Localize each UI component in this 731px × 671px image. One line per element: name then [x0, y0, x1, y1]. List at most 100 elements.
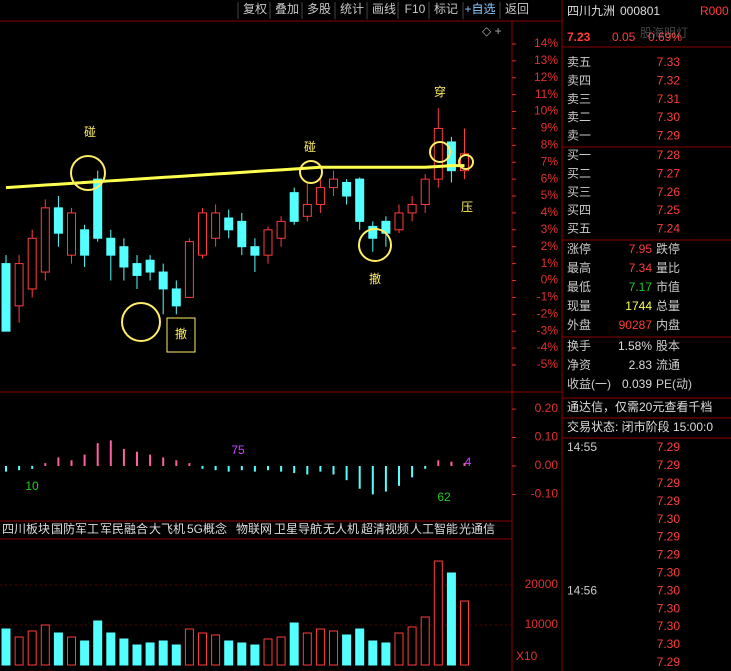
stat-value: 1.58%: [618, 339, 652, 353]
volume-bar: [211, 634, 221, 666]
annotation-box: [166, 317, 196, 353]
book-label: 卖二: [567, 110, 591, 124]
y-tick-label: -2%: [537, 306, 559, 320]
macd-label: 75: [231, 443, 245, 457]
book-label: 买五: [567, 221, 591, 235]
icon[interactable]: ◇ +: [482, 24, 502, 38]
tick-price: 7.29: [657, 548, 681, 562]
book-label: 卖四: [567, 73, 591, 87]
book-label: 买四: [567, 203, 591, 217]
volume-bar: [198, 632, 207, 666]
book-price: 7.25: [657, 203, 681, 217]
concept-tag[interactable]: 无人机: [323, 522, 359, 536]
toolbar-button[interactable]: 叠加: [275, 2, 299, 16]
toolbar-button[interactable]: 复权: [243, 2, 267, 16]
ad-link[interactable]: 通达信，仅需20元查看千档: [567, 400, 712, 414]
toolbar-button[interactable]: F10: [405, 2, 426, 16]
stat-label: 流通: [656, 358, 680, 372]
concept-tag[interactable]: 卫星导航: [274, 521, 322, 536]
concept-tag[interactable]: 大飞机: [149, 522, 185, 536]
stat-label: 量比: [656, 261, 680, 275]
candle-body: [80, 229, 90, 256]
candle-body: [184, 241, 194, 298]
tick-price: 7.29: [657, 458, 681, 472]
volume-bar: [80, 640, 90, 666]
candle-body: [40, 207, 50, 273]
candle-body: [67, 212, 76, 256]
candle-body: [119, 246, 129, 268]
annotation-circle: [121, 302, 161, 342]
concept-tag[interactable]: 超清视频: [361, 521, 409, 536]
candle-body: [420, 178, 430, 205]
y-tick-label: 3%: [541, 222, 559, 236]
stat-label: 最低: [567, 280, 591, 294]
volume-bar: [1, 628, 11, 666]
volume-bar: [106, 632, 116, 666]
book-label: 卖五: [567, 55, 591, 69]
change: 0.05: [612, 30, 636, 44]
concept-tag[interactable]: 物联网: [236, 522, 272, 536]
volume-bar: [368, 640, 378, 666]
y-tick-label: 0.00: [535, 458, 559, 472]
book-price: 7.32: [657, 73, 681, 87]
candle-body: [446, 141, 456, 172]
stat-label: 市值: [656, 279, 680, 294]
volume-bar: [289, 622, 299, 666]
stat-value: 7.34: [629, 261, 653, 275]
concept-tag[interactable]: 军民融合: [100, 521, 148, 536]
volume-bar: [132, 644, 142, 666]
y-tick-label: 0.20: [535, 401, 559, 415]
y-tick-label: 8%: [541, 138, 559, 152]
candle-body: [263, 229, 273, 256]
candle-body: [158, 271, 168, 290]
volume-bar: [355, 628, 365, 666]
y-tick-label: 6%: [541, 171, 559, 185]
volume-bar: [342, 634, 352, 666]
stat-label: 涨停: [567, 241, 591, 256]
toolbar-button[interactable]: 统计: [340, 2, 364, 16]
volume-bar: [433, 560, 443, 666]
y-tick-label: -0.10: [531, 487, 559, 501]
concept-tag[interactable]: 5G概念: [187, 521, 227, 536]
y-tick-label: 11%: [535, 87, 558, 101]
stat-value: 0.039: [622, 377, 652, 391]
tick-price: 7.30: [657, 583, 681, 597]
toolbar-button[interactable]: +自选: [464, 2, 495, 16]
volume-bar: [93, 620, 103, 666]
volume-bar: [171, 644, 181, 666]
annotation: 撤: [175, 326, 187, 341]
annotation-circle: [458, 154, 474, 170]
stat-value: 2.83: [629, 358, 653, 372]
stat-value: 7.95: [629, 242, 653, 256]
toolbar-button[interactable]: 返回: [505, 2, 529, 16]
concept-tag[interactable]: 四川板块: [2, 522, 50, 536]
candle-body: [368, 225, 378, 239]
volume-bar: [67, 636, 76, 666]
candle-body: [289, 192, 299, 222]
y-tick-label: 7%: [541, 154, 559, 168]
volume-bar: [237, 642, 247, 666]
concept-tag[interactable]: 人工智能: [410, 521, 458, 536]
y-tick-label: 14%: [534, 36, 558, 50]
volume-bar: [250, 644, 260, 666]
candle-body: [433, 127, 443, 180]
toolbar-button[interactable]: 画线: [372, 2, 396, 16]
toolbar-button[interactable]: 标记: [434, 2, 458, 16]
trade-status: 交易状态: 闭市阶段 15:00:0: [567, 419, 713, 434]
candle-body: [171, 288, 181, 307]
concept-tag[interactable]: 光通信: [459, 522, 495, 536]
y-tick-label: 10000: [525, 617, 559, 631]
stat-value: 7.17: [629, 280, 653, 294]
toolbar-button[interactable]: 多股: [307, 2, 331, 16]
candle-body: [106, 237, 116, 256]
y-tick-label: 0%: [541, 273, 559, 287]
concept-tag[interactable]: 国防军工: [51, 521, 99, 536]
stat-label: PE(动): [656, 377, 692, 391]
stat-label: 换手: [567, 339, 591, 353]
candle-body: [315, 187, 325, 205]
annotation: 碰: [304, 140, 316, 154]
candle-body: [329, 178, 338, 189]
volume-bar: [460, 600, 469, 666]
candle-body: [53, 207, 63, 234]
